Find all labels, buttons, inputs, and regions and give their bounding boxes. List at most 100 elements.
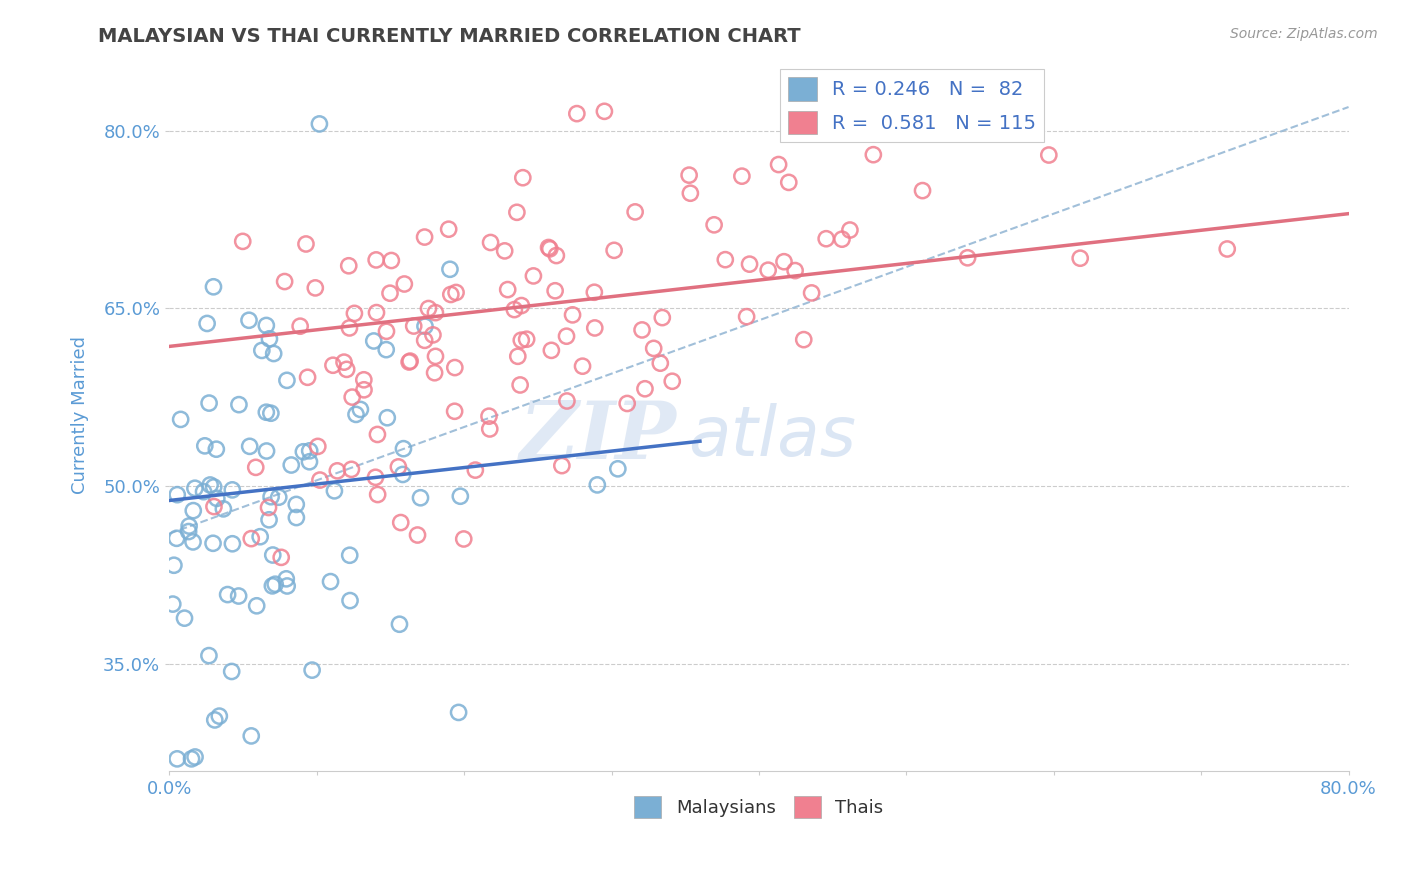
Point: [839, 223, 862, 237]
Point: [304, 281, 326, 295]
Point: [166, 531, 188, 545]
Point: [205, 442, 228, 457]
Point: [616, 396, 638, 410]
Point: [319, 574, 342, 589]
Point: [551, 458, 574, 473]
Point: [181, 535, 204, 549]
Point: [506, 349, 529, 363]
Point: [195, 317, 218, 331]
Point: [423, 366, 446, 380]
Point: [440, 287, 463, 301]
Point: [340, 390, 363, 404]
Point: [394, 277, 416, 291]
Text: Source: ZipAtlas.com: Source: ZipAtlas.com: [1230, 27, 1378, 41]
Point: [439, 262, 461, 277]
Point: [364, 470, 387, 484]
Point: [516, 332, 538, 346]
Point: [257, 513, 280, 527]
Point: [177, 524, 200, 539]
Point: [422, 327, 444, 342]
Point: [418, 301, 440, 316]
Point: [285, 498, 308, 512]
Point: [378, 286, 401, 301]
Point: [169, 412, 191, 426]
Point: [322, 358, 344, 372]
Point: [479, 235, 502, 250]
Point: [735, 310, 758, 324]
Point: [522, 268, 544, 283]
Point: [212, 501, 235, 516]
Point: [413, 230, 436, 244]
Point: [510, 299, 533, 313]
Point: [1038, 148, 1060, 162]
Point: [956, 251, 979, 265]
Point: [250, 343, 273, 358]
Point: [179, 519, 201, 533]
Point: [262, 579, 284, 593]
Point: [276, 572, 298, 586]
Legend: Malaysians, Thais: Malaysians, Thais: [627, 789, 891, 826]
Point: [506, 205, 529, 219]
Point: [387, 459, 409, 474]
Point: [246, 599, 269, 613]
Point: [375, 324, 398, 338]
Point: [714, 252, 737, 267]
Point: [259, 332, 281, 346]
Point: [298, 443, 321, 458]
Point: [336, 362, 359, 376]
Point: [198, 478, 221, 492]
Point: [193, 484, 215, 499]
Point: [398, 355, 420, 369]
Point: [323, 483, 346, 498]
Point: [267, 490, 290, 504]
Point: [661, 374, 683, 388]
Text: ZIP: ZIP: [519, 398, 676, 475]
Point: [353, 373, 375, 387]
Point: [952, 76, 974, 90]
Point: [339, 321, 361, 335]
Point: [202, 500, 225, 514]
Point: [678, 168, 700, 182]
Point: [221, 665, 243, 679]
Point: [276, 579, 298, 593]
Point: [464, 463, 486, 477]
Point: [561, 308, 583, 322]
Point: [240, 729, 263, 743]
Point: [778, 175, 800, 189]
Point: [586, 478, 609, 492]
Point: [166, 752, 188, 766]
Point: [555, 394, 578, 409]
Point: [911, 184, 934, 198]
Point: [273, 275, 295, 289]
Point: [184, 750, 207, 764]
Point: [162, 597, 184, 611]
Point: [987, 76, 1010, 90]
Point: [503, 302, 526, 317]
Point: [449, 489, 471, 503]
Point: [333, 355, 356, 369]
Point: [375, 343, 398, 357]
Point: [344, 408, 367, 422]
Point: [260, 406, 283, 420]
Point: [388, 617, 411, 632]
Point: [509, 378, 531, 392]
Point: [537, 240, 560, 254]
Point: [768, 157, 790, 171]
Point: [228, 589, 250, 603]
Point: [1216, 242, 1239, 256]
Point: [198, 396, 221, 410]
Point: [180, 752, 202, 766]
Point: [202, 480, 225, 494]
Point: [793, 333, 815, 347]
Point: [343, 306, 366, 320]
Point: [208, 709, 231, 723]
Point: [738, 257, 761, 271]
Point: [624, 205, 647, 219]
Point: [309, 473, 332, 487]
Point: [260, 490, 283, 504]
Point: [298, 455, 321, 469]
Point: [340, 462, 363, 476]
Point: [326, 464, 349, 478]
Point: [163, 558, 186, 573]
Point: [217, 588, 239, 602]
